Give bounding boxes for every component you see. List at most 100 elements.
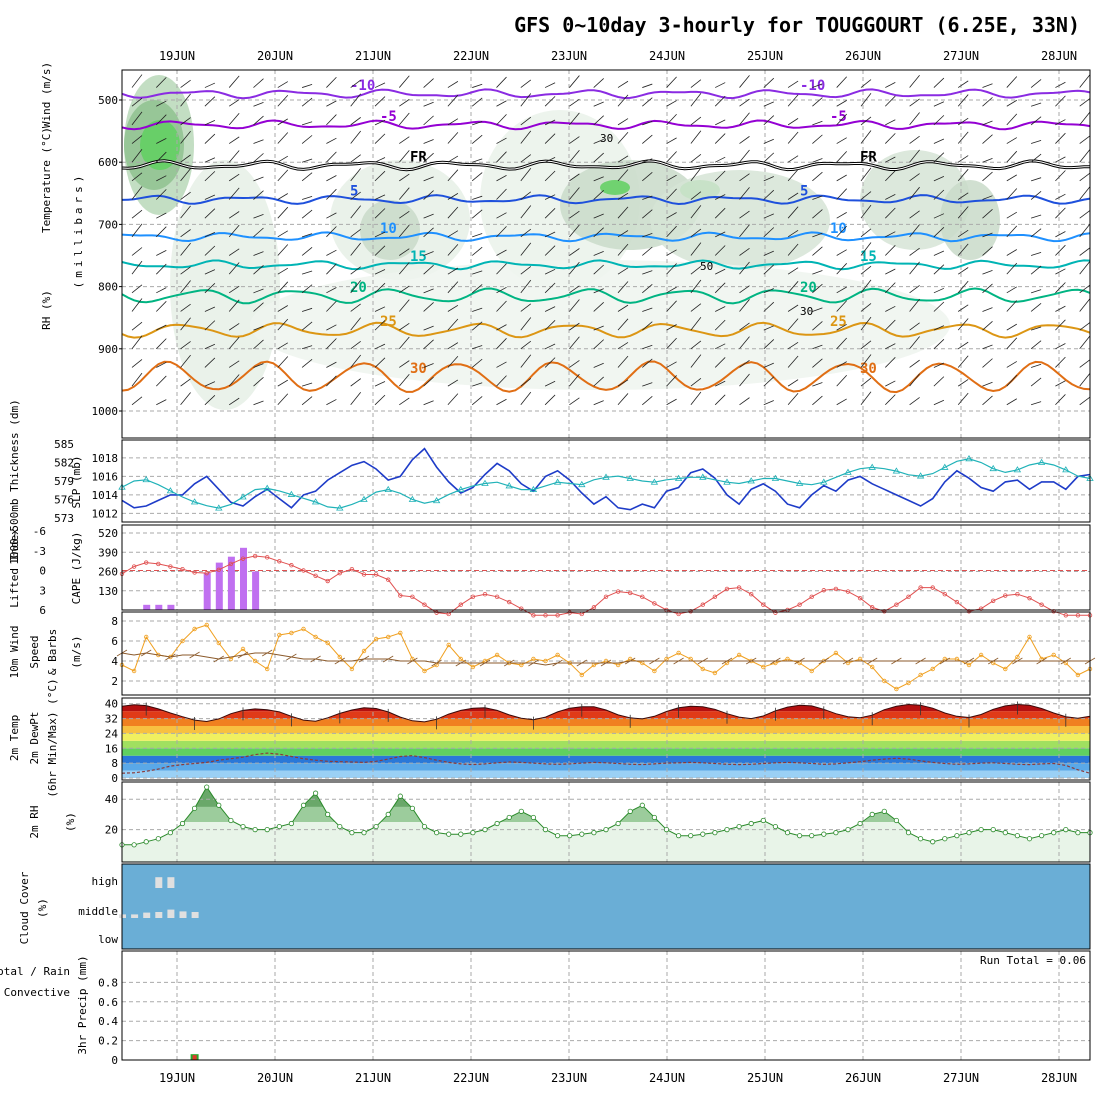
li-tick-label: -6 bbox=[33, 525, 46, 538]
wind-barb bbox=[156, 151, 167, 163]
wind-barb bbox=[763, 176, 774, 182]
wind-barb bbox=[253, 265, 264, 275]
wind-barb bbox=[982, 307, 993, 312]
wind-barb bbox=[180, 317, 191, 331]
wind-barb bbox=[812, 232, 823, 238]
date-label-top: 28JUN bbox=[1041, 49, 1077, 63]
wind-barb bbox=[593, 339, 604, 350]
wind-barb bbox=[398, 224, 410, 238]
lifted-index-point bbox=[773, 610, 778, 615]
wind-barb bbox=[277, 230, 289, 238]
lifted-index-point bbox=[797, 602, 802, 607]
wind-barb bbox=[156, 138, 167, 144]
wind-barb bbox=[228, 211, 240, 219]
wind-barb bbox=[374, 320, 386, 331]
thickness-marker bbox=[408, 495, 417, 502]
wind-barb bbox=[982, 232, 993, 238]
wind-barb bbox=[885, 343, 896, 350]
wind-barb bbox=[423, 376, 434, 387]
wind-barb bbox=[423, 78, 434, 88]
wind-barb bbox=[957, 392, 969, 406]
wind-barb bbox=[763, 376, 775, 387]
wind-barb bbox=[909, 224, 920, 238]
wind-barb bbox=[812, 382, 823, 387]
wind-barb bbox=[374, 394, 386, 406]
wind-barb bbox=[399, 211, 410, 219]
wind-barb bbox=[472, 345, 483, 350]
wind-barb bbox=[253, 325, 264, 331]
slp-tick-label: 1014 bbox=[92, 489, 119, 502]
date-label-bottom: 19JUN bbox=[159, 1071, 195, 1085]
rh-point bbox=[1051, 830, 1057, 836]
wind-barb bbox=[617, 80, 629, 88]
wind-barb bbox=[569, 248, 580, 256]
wind-barb bbox=[690, 205, 702, 219]
wind-barb bbox=[180, 93, 191, 107]
surface-wind-barb bbox=[334, 657, 346, 665]
wind-barb bbox=[812, 134, 823, 144]
wind-barb bbox=[472, 83, 483, 88]
wind-barb bbox=[326, 151, 337, 163]
wind-barb bbox=[569, 373, 580, 387]
rh-point bbox=[736, 823, 742, 830]
wind-barb bbox=[957, 355, 969, 368]
wind-barb bbox=[447, 267, 459, 275]
wind-barb bbox=[714, 357, 726, 368]
wind-barb bbox=[423, 152, 434, 163]
wind-barb bbox=[982, 97, 993, 107]
wind-barb bbox=[301, 158, 313, 163]
temp-band bbox=[122, 770, 1090, 778]
wind-barb bbox=[860, 316, 872, 331]
surface-wind-barb bbox=[745, 657, 757, 665]
wind-barb bbox=[569, 397, 580, 406]
wind-barb bbox=[253, 302, 264, 312]
isotherm-label: 25 bbox=[380, 314, 397, 330]
lifted-index-point bbox=[277, 559, 282, 564]
wind-barb bbox=[496, 76, 507, 88]
temp-band bbox=[122, 755, 1090, 764]
wind-barb bbox=[909, 112, 920, 126]
thickness-marker bbox=[190, 498, 199, 505]
wind-speed-point bbox=[978, 652, 984, 658]
wind-barb bbox=[617, 393, 629, 406]
wind-barb bbox=[642, 195, 653, 200]
wind-barb bbox=[1030, 228, 1042, 238]
surface-wind-barb bbox=[818, 657, 830, 665]
wind-barb bbox=[544, 268, 556, 275]
thickness-marker bbox=[650, 478, 659, 485]
thickness-marker bbox=[674, 474, 683, 481]
rh-point bbox=[252, 826, 258, 833]
surface-wind-barb bbox=[891, 657, 902, 665]
wind-barb bbox=[277, 169, 289, 182]
wind-barb bbox=[787, 80, 799, 88]
cloud-cell bbox=[167, 877, 175, 888]
lifted-index-point bbox=[991, 598, 996, 603]
thickness-marker bbox=[844, 468, 852, 475]
rh-point bbox=[567, 833, 573, 839]
wind-speed-point bbox=[131, 668, 137, 674]
wind-barb bbox=[593, 264, 604, 275]
thickness-marker bbox=[626, 474, 634, 481]
wind-barb bbox=[666, 113, 677, 126]
wind-speed-point bbox=[906, 680, 911, 686]
wind-barb bbox=[812, 120, 823, 126]
wind-barb bbox=[1079, 247, 1090, 256]
temp-tick-label: 8 bbox=[111, 757, 118, 770]
wind-barb bbox=[860, 228, 872, 238]
wind-barb bbox=[933, 101, 945, 107]
wind-barb bbox=[447, 132, 459, 144]
wind-barb bbox=[763, 189, 775, 200]
wind-speed-point bbox=[373, 636, 379, 642]
wind-barb bbox=[957, 243, 969, 256]
wind-barb bbox=[520, 116, 532, 126]
wind-barb bbox=[1055, 156, 1066, 163]
wind-barb bbox=[1079, 112, 1091, 126]
wind-barb bbox=[156, 189, 167, 200]
wind-barb bbox=[933, 376, 945, 387]
wind-barb bbox=[1006, 113, 1018, 126]
wind-barb bbox=[180, 154, 191, 163]
wind-speed-point bbox=[470, 664, 476, 670]
lifted-index-point bbox=[386, 577, 391, 582]
wind-barb bbox=[423, 325, 434, 331]
wind-barb bbox=[812, 97, 823, 107]
